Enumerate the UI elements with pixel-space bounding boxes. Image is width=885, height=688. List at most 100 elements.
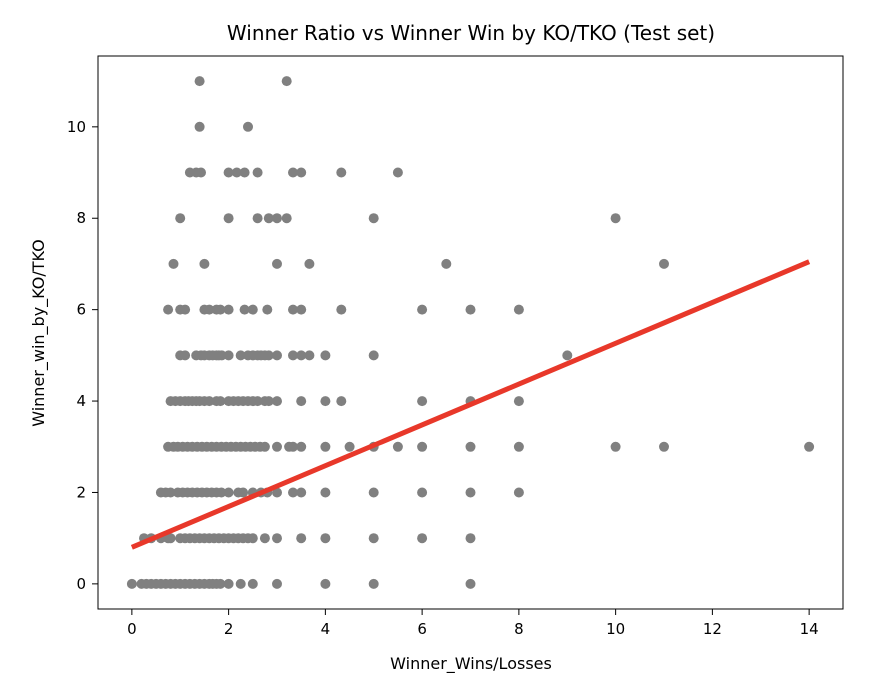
- data-point: [223, 304, 234, 315]
- regression-line-layer: [130, 259, 811, 550]
- data-point: [336, 304, 347, 315]
- y-tick-label: 8: [76, 209, 86, 227]
- data-point: [417, 396, 428, 407]
- data-point: [417, 533, 428, 544]
- data-point: [194, 121, 205, 132]
- data-point: [215, 396, 226, 407]
- data-point: [336, 167, 347, 178]
- y-tick-label: 6: [76, 301, 86, 319]
- data-point: [223, 350, 234, 361]
- data-point: [296, 350, 307, 361]
- data-point: [235, 578, 246, 589]
- data-point: [272, 578, 282, 589]
- data-point: [216, 487, 227, 498]
- data-point: [465, 578, 476, 589]
- y-tick-label: 4: [76, 392, 86, 410]
- data-point: [296, 167, 307, 178]
- data-point: [180, 350, 191, 361]
- data-point: [272, 213, 282, 224]
- x-axis-ticks: 0 2 4 6 8 10 12 14: [127, 609, 819, 638]
- chart-title: Winner Ratio vs Winner Win by KO/TKO (Te…: [227, 21, 715, 45]
- y-axis-label: Winner_win_by_KO/TKO: [29, 239, 49, 427]
- y-tick-label: 2: [76, 483, 86, 501]
- data-point: [320, 487, 331, 498]
- data-point: [243, 121, 253, 132]
- data-point: [263, 350, 274, 361]
- data-point: [252, 213, 263, 224]
- x-axis-label: Winner_Wins/Losses: [390, 654, 552, 674]
- data-point: [199, 258, 210, 269]
- data-point: [165, 487, 176, 498]
- data-point: [296, 487, 307, 498]
- data-point: [320, 350, 331, 361]
- data-point: [168, 258, 179, 269]
- data-point: [196, 167, 206, 178]
- data-point: [288, 304, 298, 315]
- data-point: [272, 441, 282, 452]
- data-point: [296, 441, 307, 452]
- data-point: [281, 76, 292, 87]
- data-point: [513, 304, 524, 315]
- data-point: [392, 441, 403, 452]
- data-point: [223, 213, 234, 224]
- data-point: [320, 441, 331, 452]
- data-point: [441, 258, 452, 269]
- data-point: [304, 350, 315, 361]
- data-point: [368, 578, 379, 589]
- data-point: [263, 213, 274, 224]
- data-point: [263, 396, 274, 407]
- data-point: [465, 533, 476, 544]
- data-point: [513, 441, 524, 452]
- data-point: [320, 396, 331, 407]
- data-point: [320, 578, 331, 589]
- data-point: [368, 487, 379, 498]
- data-point: [296, 396, 307, 407]
- data-point: [304, 258, 315, 269]
- data-point: [194, 76, 205, 87]
- data-point: [368, 213, 379, 224]
- data-point: [223, 578, 234, 589]
- data-point: [296, 533, 307, 544]
- data-point: [223, 167, 234, 178]
- data-point: [368, 533, 379, 544]
- data-point: [392, 167, 403, 178]
- data-point: [344, 441, 355, 452]
- data-point: [417, 441, 428, 452]
- scatter-points: [126, 76, 815, 589]
- data-point: [204, 304, 215, 315]
- data-point: [659, 441, 669, 452]
- x-tick-label: 0: [127, 620, 137, 638]
- data-point: [513, 487, 524, 498]
- x-tick-label: 2: [224, 620, 234, 638]
- data-point: [231, 167, 242, 178]
- data-point: [562, 350, 573, 361]
- data-point: [465, 441, 476, 452]
- data-point: [180, 304, 191, 315]
- data-point: [336, 396, 347, 407]
- data-point: [272, 487, 282, 498]
- data-point: [513, 396, 524, 407]
- data-point: [659, 258, 669, 269]
- data-point: [417, 304, 428, 315]
- data-point: [215, 578, 226, 589]
- data-point: [165, 533, 176, 544]
- data-point: [804, 441, 815, 452]
- data-point: [252, 167, 263, 178]
- data-point: [610, 213, 621, 224]
- data-point: [465, 304, 476, 315]
- data-point: [175, 213, 186, 224]
- data-point: [247, 304, 258, 315]
- data-point: [215, 304, 226, 315]
- data-point: [247, 533, 258, 544]
- data-point: [417, 487, 428, 498]
- y-tick-label: 0: [76, 575, 86, 593]
- data-point: [239, 304, 250, 315]
- x-tick-label: 12: [703, 620, 722, 638]
- data-point: [239, 167, 250, 178]
- data-point: [288, 487, 298, 498]
- data-point: [272, 258, 282, 269]
- data-point: [272, 350, 282, 361]
- y-tick-label: 10: [67, 118, 86, 136]
- plot-frame: [97, 55, 844, 610]
